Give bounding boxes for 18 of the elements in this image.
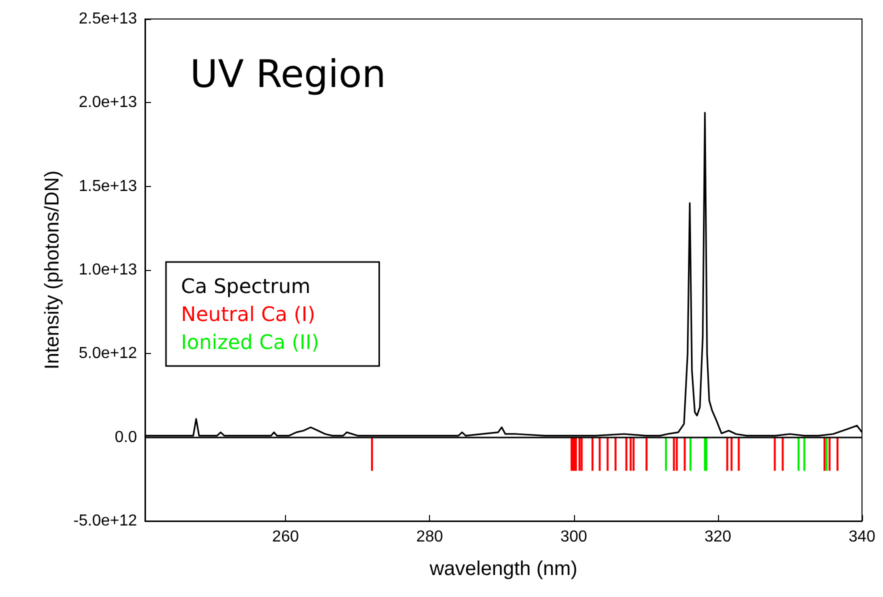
y-tick-label: 0.0 — [114, 428, 138, 446]
x-tick-label: 300 — [560, 528, 588, 546]
y-tick-label: 2.0e+13 — [78, 94, 138, 112]
y-tick-label: -5.0e+12 — [73, 512, 138, 530]
x-tick-label: 260 — [272, 528, 299, 546]
text: Ionized Ca (II) — [181, 330, 320, 354]
annotation: UV Region — [190, 52, 386, 96]
x-axis-title: wavelength (nm) — [428, 558, 578, 580]
text: Ca Spectrum — [181, 274, 310, 298]
x-tick-label: 340 — [848, 528, 876, 546]
y-axis-title: Intensity (photons/DN) — [41, 170, 64, 370]
x-tick-label: 320 — [704, 528, 732, 546]
y-tick-label: 2.5e+13 — [78, 10, 138, 28]
y-tick-label: 5.0e+12 — [78, 345, 138, 362]
x-tick-label: 280 — [416, 528, 444, 546]
text: Neutral Ca (I) — [181, 302, 316, 326]
y-tick-label: 1.5e+13 — [78, 178, 138, 195]
y-tick-label: 1.0e+13 — [78, 262, 138, 278]
